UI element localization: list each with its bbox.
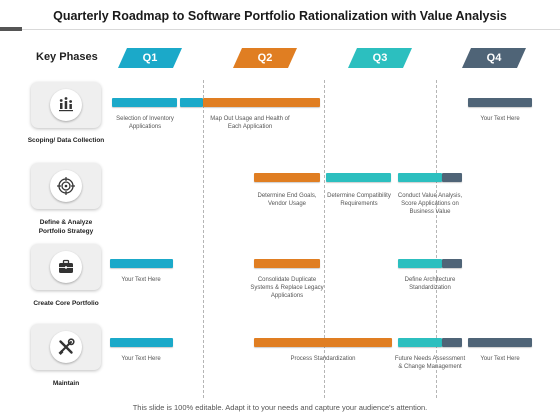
tools-icon: [50, 331, 82, 363]
phase-bar: [398, 259, 442, 268]
quarter-divider: [324, 80, 325, 398]
page-title: Quarterly Roadmap to Software Portfolio …: [53, 9, 507, 23]
phase-icon-card: [31, 163, 101, 209]
task-caption: Future Needs Assessment & Change Managem…: [394, 356, 466, 370]
phase-bar: [326, 173, 391, 182]
task-caption: Define Architecture Standardization: [404, 277, 456, 291]
task-caption: Your Text Here: [480, 116, 520, 122]
quarter-tab-q1: Q1: [118, 48, 182, 68]
key-phases-label: Key Phases: [36, 51, 98, 63]
task-caption: Your Text Here: [121, 356, 161, 362]
phase-bar: [442, 173, 462, 182]
phase-bar: [110, 338, 173, 347]
phase-bar: [180, 98, 203, 107]
quarter-tab-q3: Q3: [348, 48, 412, 68]
quarter-divider: [436, 80, 437, 398]
phase-bar: [112, 98, 177, 107]
target-icon: [50, 170, 82, 202]
phase-bar: [398, 338, 442, 347]
task-caption: Your Text Here: [121, 277, 161, 283]
phase-bar: [254, 259, 320, 268]
quarter-tab-q2: Q2: [233, 48, 297, 68]
task-caption: Process Standardization: [290, 356, 356, 362]
phase-label: Scoping/ Data Collection: [27, 137, 105, 144]
phase-bar: [442, 259, 462, 268]
phase-icon-card: [31, 324, 101, 370]
task-caption: Conduct Value Analysis, Score Applicatio…: [397, 193, 463, 215]
phase-icon-card: [31, 82, 101, 128]
quarter-tab-q4: Q4: [462, 48, 526, 68]
phase-label: Maintain: [52, 380, 80, 387]
phase-bar: [468, 98, 532, 107]
phase-bar: [254, 338, 392, 347]
task-caption: Map Out Usage and Health of Each Applica…: [210, 116, 290, 130]
task-caption: Consolidate Duplicate Systems & Replace …: [250, 277, 324, 299]
phase-bar: [203, 98, 320, 107]
title-accent-mark: [0, 27, 22, 31]
phase-bar: [110, 259, 173, 268]
phase-bar: [468, 338, 532, 347]
briefcase-icon: [50, 251, 82, 283]
task-caption: Selection of Inventory Applications: [116, 116, 174, 130]
footer-note: This slide is 100% editable. Adapt it to…: [132, 403, 428, 412]
title-divider: [0, 29, 560, 30]
phase-icon-card: [31, 244, 101, 290]
phase-bar: [398, 173, 442, 182]
task-caption: Your Text Here: [480, 356, 520, 362]
task-caption: Determine Compatibility Requirements: [327, 193, 391, 207]
quarter-divider: [203, 80, 204, 398]
task-caption: Determine End Goals, Vendor Usage: [257, 193, 317, 207]
phase-bar: [254, 173, 320, 182]
people-bars-icon: [50, 89, 82, 121]
phase-label: Create Core Portfolio: [33, 300, 99, 307]
phase-bar: [442, 338, 462, 347]
phase-label: Define & Analyze Portfolio Strategy: [38, 219, 94, 235]
